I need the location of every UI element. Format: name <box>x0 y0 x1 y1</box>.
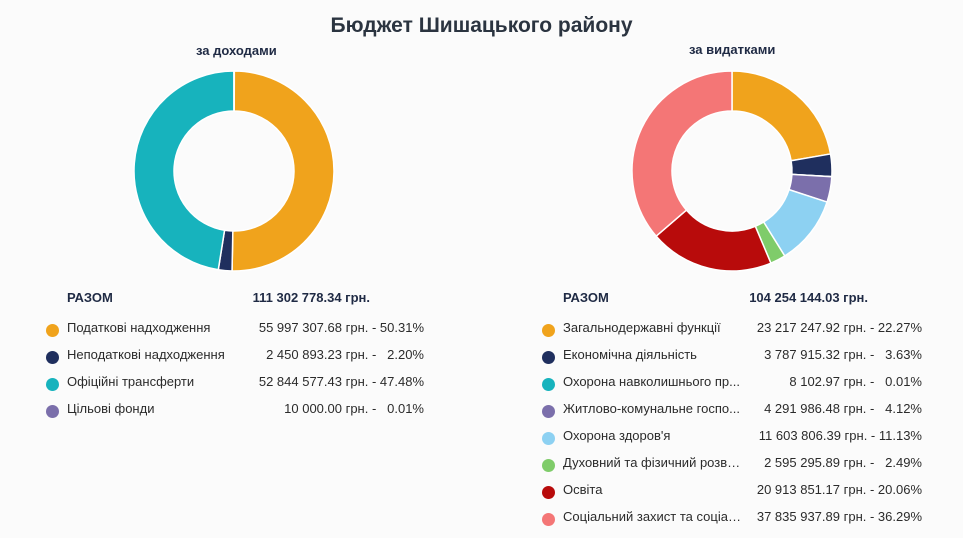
income-legend-label: Офіційні трансферти <box>67 374 195 389</box>
income-legend-swatch <box>46 351 59 364</box>
income-donut-slice[interactable] <box>133 70 235 271</box>
income-legend-value: 10 000.00 грн. - 0.01% <box>284 401 424 416</box>
expense-legend-item[interactable]: Загальнодержавні функції 23 217 247.92 гр… <box>542 317 922 344</box>
income-donut-chart <box>133 70 335 272</box>
income-legend-item[interactable]: Цільові фонди 10 000.00 грн. - 0.01% <box>46 398 424 425</box>
expense-donut-slice[interactable] <box>631 70 733 238</box>
expense-total-value: 104 254 144.03 грн. <box>749 290 868 305</box>
expense-total-row: РАЗОМ 104 254 144.03 грн. <box>542 290 922 317</box>
expense-donut-chart <box>631 70 833 272</box>
expense-legend-value: 37 835 937.89 грн. - 36.29% <box>756 509 922 524</box>
expense-legend-value: 8 102.97 грн. - 0.01% <box>789 374 922 389</box>
expense-legend-swatch <box>542 351 555 364</box>
expense-legend-value: 2 595 295.89 грн. - 2.49% <box>764 455 922 470</box>
expense-legend-swatch <box>542 513 555 526</box>
expense-legend-value: 11 603 806.39 грн. - 11.13% <box>758 428 922 443</box>
income-total-row: РАЗОМ 111 302 778.34 грн. <box>46 290 424 317</box>
income-legend-label: Неподаткові надходження <box>67 347 225 362</box>
expense-legend-label: Економічна діяльність <box>563 347 697 362</box>
expense-legend-swatch <box>542 432 555 445</box>
income-legend-label: Цільові фонди <box>67 401 155 416</box>
expense-legend-item[interactable]: Житлово-комунальне госпо... 4 291 986.48 … <box>542 398 922 425</box>
income-legend-value: 2 450 893.23 грн. - 2.20% <box>266 347 424 362</box>
income-chart-subtitle: за доходами <box>196 43 277 58</box>
income-legend-item[interactable]: Податкові надходження 55 997 307.68 грн. … <box>46 317 424 344</box>
expense-legend-item[interactable]: Соціальний захист та соціал... 37 835 937… <box>542 506 922 533</box>
expense-legend-value: 3 787 915.32 грн. - 3.63% <box>764 347 922 362</box>
income-legend-value: 55 997 307.68 грн. - 50.31% <box>258 320 424 335</box>
expense-legend-item[interactable]: Охорона здоров'я 11 603 806.39 грн. - 11.… <box>542 425 922 452</box>
expense-legend-item[interactable]: Освіта 20 913 851.17 грн. - 20.06% <box>542 479 922 506</box>
income-legend: РАЗОМ 111 302 778.34 грн. Податкові надх… <box>46 290 424 425</box>
expense-legend-item[interactable]: Духовний та фізичний розви... 2 595 295.8… <box>542 452 922 479</box>
expense-legend-label: Охорона здоров'я <box>563 428 671 443</box>
expense-legend-swatch <box>542 378 555 391</box>
income-legend-swatch <box>46 378 59 391</box>
income-legend-value: 52 844 577.43 грн. - 47.48% <box>258 374 424 389</box>
expense-legend-swatch <box>542 486 555 499</box>
income-legend-swatch <box>46 405 59 418</box>
income-total-label: РАЗОМ <box>67 290 113 305</box>
expense-legend-item[interactable]: Економічна діяльність 3 787 915.32 грн. -… <box>542 344 922 371</box>
expense-legend-label: Охорона навколишнього пр... <box>563 374 740 389</box>
expense-chart-subtitle: за видатками <box>689 42 776 57</box>
expense-legend-label: Житлово-комунальне госпо... <box>563 401 740 416</box>
expense-legend-value: 23 217 247.92 грн. - 22.27% <box>756 320 922 335</box>
expense-legend-swatch <box>542 405 555 418</box>
expense-legend-label: Загальнодержавні функції <box>563 320 721 335</box>
expense-legend: РАЗОМ 104 254 144.03 грн. Загальнодержав… <box>542 290 922 533</box>
expense-legend-swatch <box>542 459 555 472</box>
income-donut-slice[interactable] <box>231 70 335 272</box>
expense-legend-label: Соціальний захист та соціал... <box>563 509 741 524</box>
income-legend-label: Податкові надходження <box>67 320 211 335</box>
income-legend-item[interactable]: Офіційні трансферти 52 844 577.43 грн. - … <box>46 371 424 398</box>
expense-legend-label: Освіта <box>563 482 603 497</box>
expense-legend-item[interactable]: Охорона навколишнього пр... 8 102.97 грн.… <box>542 371 922 398</box>
income-legend-item[interactable]: Неподаткові надходження 2 450 893.23 грн.… <box>46 344 424 371</box>
expense-total-label: РАЗОМ <box>563 290 609 305</box>
income-legend-swatch <box>46 324 59 337</box>
page-title: Бюджет Шишацького району <box>330 14 633 37</box>
expense-legend-swatch <box>542 324 555 337</box>
expense-donut-slice[interactable] <box>731 70 832 162</box>
expense-legend-value: 20 913 851.17 грн. - 20.06% <box>756 482 922 497</box>
income-total-value: 111 302 778.34 грн. <box>252 290 370 305</box>
expense-legend-value: 4 291 986.48 грн. - 4.12% <box>764 401 922 416</box>
expense-legend-label: Духовний та фізичний розви... <box>563 455 741 470</box>
